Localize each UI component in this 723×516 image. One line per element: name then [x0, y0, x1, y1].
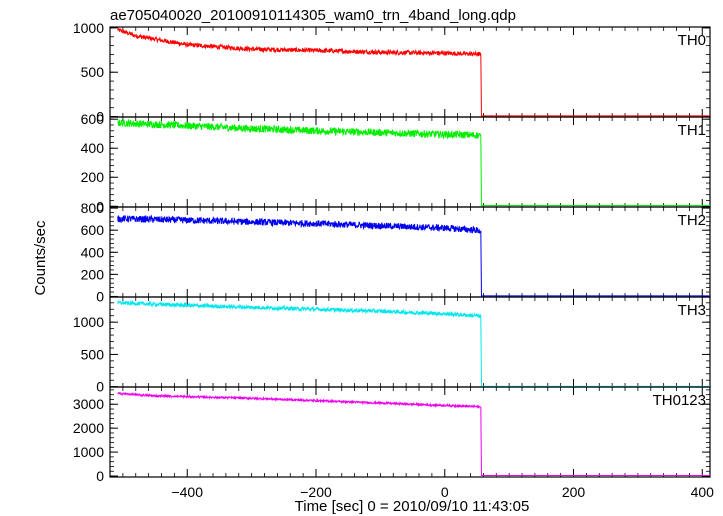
y-tick-label: 0: [96, 198, 104, 214]
y-axis-label: Counts/sec: [32, 220, 49, 296]
x-axis-label: Time [sec] 0 = 2010/09/10 11:43:05: [295, 498, 530, 515]
y-tick-label: 200: [81, 169, 105, 185]
series-line-th1: [117, 118, 710, 207]
series-line-th0: [117, 27, 710, 117]
series-label-th2: TH2: [678, 212, 706, 229]
series-line-th2: [117, 214, 710, 297]
y-tick-label: 0: [96, 109, 104, 125]
y-tick-label: 500: [81, 64, 105, 80]
y-tick-label: 1000: [73, 444, 104, 460]
chart-title: ae705040020_20100910114305_wam0_trn_4ban…: [110, 7, 516, 24]
y-tick-label: 600: [81, 111, 105, 127]
y-tick-label: 500: [81, 346, 105, 362]
y-tick-label: 1000: [73, 20, 104, 36]
y-tick-label: 400: [81, 140, 105, 156]
y-tick-label: 600: [81, 222, 105, 238]
y-tick-label: 200: [81, 266, 105, 282]
x-tick-label: 400: [691, 484, 715, 500]
series-label-th1: TH1: [678, 122, 706, 139]
y-tick-label: 800: [81, 200, 105, 216]
y-tick-label: 0: [96, 379, 104, 395]
series-line-th3: [117, 299, 710, 387]
series-label-th3: TH3: [678, 302, 706, 319]
series-label-th0123: TH0123: [653, 392, 706, 409]
y-tick-label: 3000: [73, 396, 104, 412]
x-tick-label: −200: [300, 484, 332, 500]
panel-frame-th0123: [109, 386, 711, 478]
y-tick-label: 0: [96, 468, 104, 484]
y-tick-label: 1000: [73, 314, 104, 330]
panel-frame-th0: [109, 26, 711, 118]
x-tick-label: 0: [441, 484, 449, 500]
x-tick-label: −400: [171, 484, 203, 500]
y-tick-label: 400: [81, 244, 105, 260]
panel-frame-th3: [109, 296, 711, 388]
series-line-th0123: [117, 391, 710, 477]
series-label-th0: TH0: [678, 32, 706, 49]
y-tick-label: 0: [96, 288, 104, 304]
x-tick-label: 200: [562, 484, 586, 500]
y-tick-label: 2000: [73, 420, 104, 436]
panel-frame-th1: [109, 116, 711, 208]
plot-panels: 0 500 1000 TH0 0 200 400 600 TH1 0 200 400 600 800 TH2…: [73, 20, 714, 500]
